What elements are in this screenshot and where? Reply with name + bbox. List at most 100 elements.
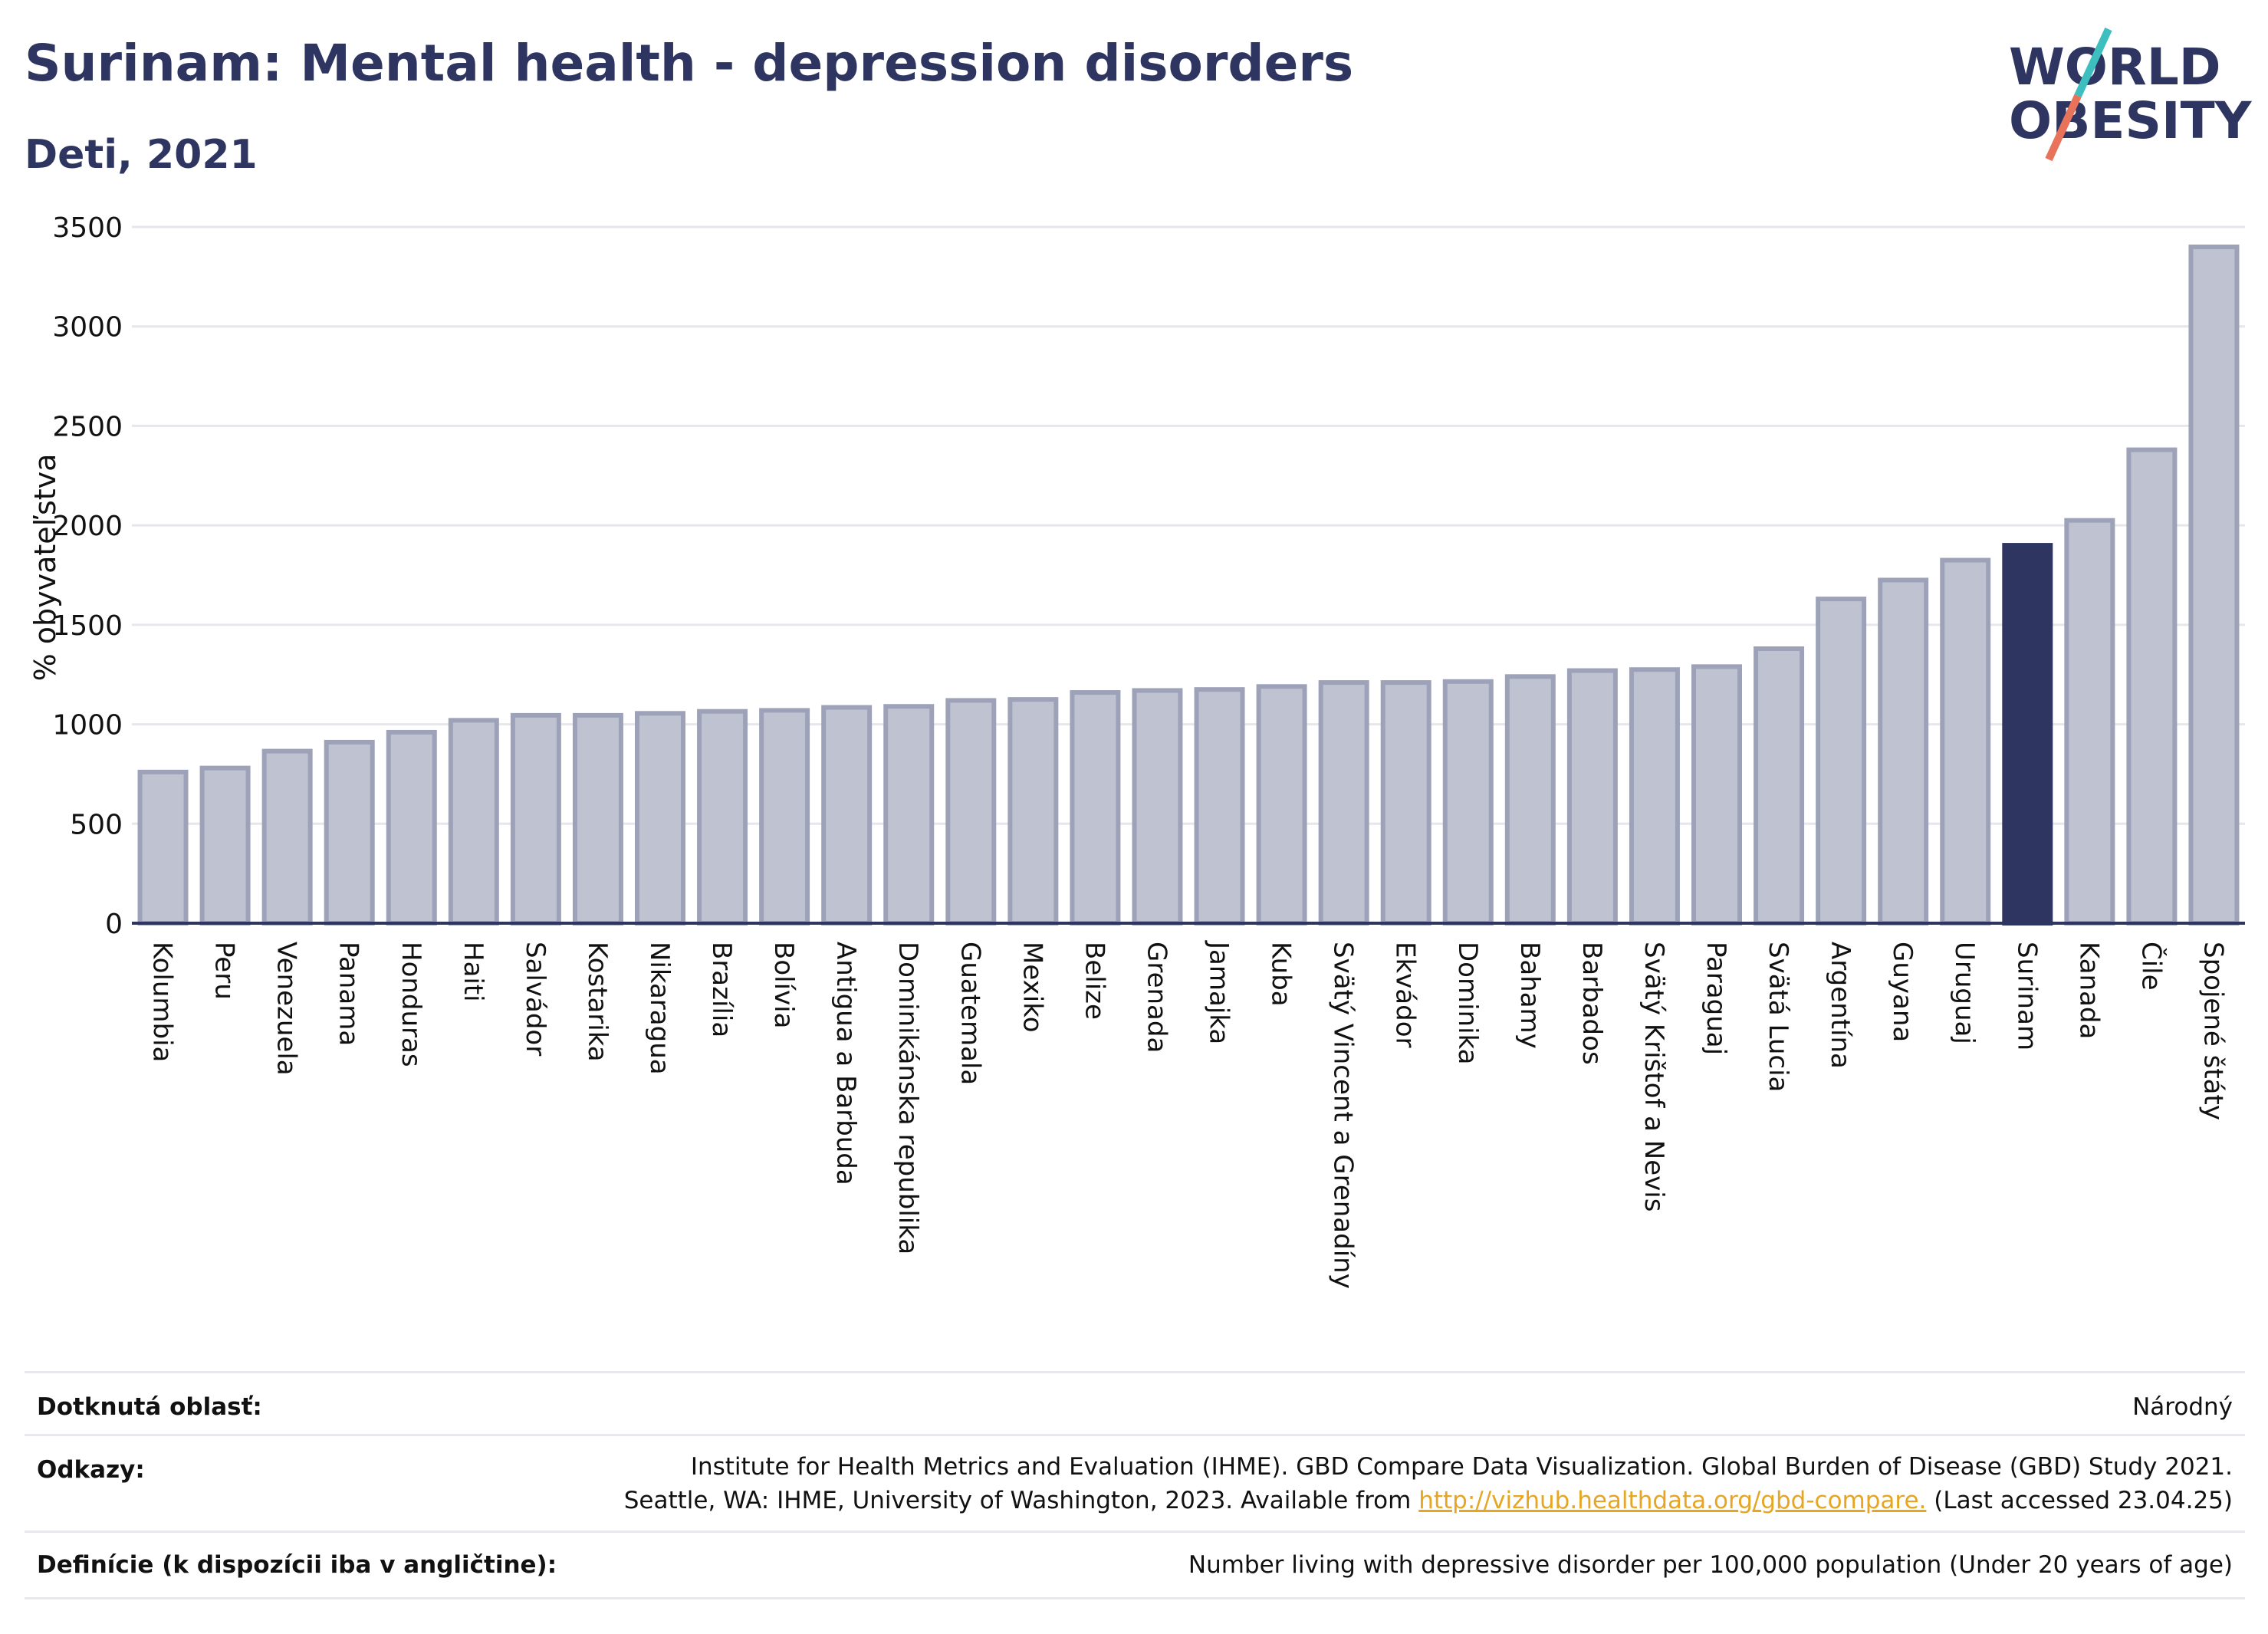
y-tick-label: 500 <box>70 809 123 840</box>
x-tick-label: Guatemala <box>955 942 985 1085</box>
references-line-2-suffix: (Last accessed 23.04.25) <box>1926 1487 2233 1514</box>
x-tick-label: Kuba <box>1266 942 1297 1007</box>
bar-chart: 0 500 1000 1500 2000 2500 3000 3500 Kolumbia Per… <box>28 212 2245 1289</box>
bar <box>386 729 437 925</box>
references-line-2: Seattle, WA: IHME, University of Washing… <box>624 1484 2233 1517</box>
x-tick-label: Mexiko <box>1017 942 1047 1033</box>
references-line-1: Institute for Health Metrics and Evaluat… <box>690 1453 2233 1481</box>
logo-text-obesity: OBESITY <box>2009 91 2253 150</box>
x-tick-label: Salvádor <box>520 942 551 1056</box>
world-obesity-logo: WORLD OBESITY <box>2009 27 2253 162</box>
x-tick-label: Peru <box>209 942 240 1000</box>
y-tick-label: 1000 <box>52 710 123 741</box>
x-tick-label: Kostarika <box>582 942 613 1062</box>
y-tick-label: 2000 <box>52 511 123 542</box>
bar <box>2064 518 2115 925</box>
bar <box>1380 680 1431 925</box>
bar <box>137 769 189 925</box>
bar <box>1940 557 1991 925</box>
bar <box>883 704 935 925</box>
bar <box>2002 543 2053 925</box>
bar <box>697 709 748 925</box>
bar <box>261 748 313 926</box>
bar <box>945 698 997 925</box>
x-tick-label: Grenada <box>1141 942 1172 1053</box>
x-tick-label: Venezuela <box>271 942 302 1076</box>
x-tick-label: Antigua a Barbuda <box>830 942 861 1185</box>
bar <box>1132 688 1183 925</box>
x-tick-label: Svätý Vincent a Grenadíny <box>1328 942 1359 1289</box>
definition-value: Number living with depressive disorder p… <box>1188 1551 2233 1579</box>
bar <box>448 718 499 926</box>
info-row-definition: Definície (k dispozícii iba v angličtine… <box>25 1530 2245 1599</box>
bar <box>572 712 623 925</box>
bar <box>821 705 873 926</box>
x-tick-label: Guyana <box>1887 942 1918 1042</box>
x-tick-label: Nikaragua <box>644 942 675 1075</box>
bar <box>2126 447 2178 925</box>
x-tick-label: Čile <box>2135 942 2167 991</box>
bar <box>1878 577 1929 925</box>
x-tick-label: Paraguaj <box>1701 942 1731 1055</box>
info-row-area: Dotknutá oblasť: Národný <box>25 1371 2245 1436</box>
bar <box>759 708 810 925</box>
bar <box>510 712 561 925</box>
x-tick-label: Ekvádor <box>1390 942 1421 1048</box>
x-tick-label: Surinam <box>2011 942 2042 1050</box>
bar <box>1070 690 1121 925</box>
bar <box>1256 684 1307 926</box>
bar <box>1442 679 1494 926</box>
references-label: Odkazy: <box>37 1456 145 1484</box>
bar <box>324 739 375 925</box>
x-axis-labels: Kolumbia Peru Venezuela Panama Honduras Haiti… <box>147 940 2229 1289</box>
area-value: Národný <box>2132 1393 2233 1421</box>
y-tick-label: 3000 <box>52 312 123 344</box>
y-axis-ticks: 0 500 1000 1500 2000 2500 3000 3500 <box>52 212 123 940</box>
area-label: Dotknutá oblasť: <box>37 1393 262 1421</box>
page-subtitle: Deti, 2021 <box>25 132 258 178</box>
bar <box>1816 597 1867 925</box>
x-tick-label: Bahamy <box>1514 942 1545 1049</box>
references-line-2-text: Seattle, WA: IHME, University of Washing… <box>623 1487 1419 1514</box>
bar <box>1691 664 1742 926</box>
x-tick-label: Svätý Krištof a Nevis <box>1639 942 1669 1212</box>
bar <box>2188 244 2240 925</box>
y-tick-label: 1500 <box>52 610 123 642</box>
references-link[interactable]: http://vizhub.healthdata.org/gbd-compare… <box>1418 1487 1927 1514</box>
x-tick-label: Panama <box>334 942 364 1046</box>
bar <box>1629 667 1680 925</box>
bar <box>1194 687 1245 926</box>
page-title: Surinam: Mental health - depression diso… <box>25 34 1354 93</box>
bar <box>1566 668 1618 925</box>
x-tick-label: Barbados <box>1576 942 1607 1065</box>
x-tick-label: Haiti <box>458 942 488 1002</box>
x-tick-label: Jamajka <box>1204 940 1234 1044</box>
x-tick-label: Spojené štáty <box>2197 942 2228 1120</box>
x-tick-label: Argentína <box>1825 942 1855 1069</box>
x-tick-label: Kanada <box>2073 942 2104 1039</box>
bar <box>1504 674 1556 926</box>
y-axis-label: % obyvateľstva <box>28 454 62 682</box>
bar <box>635 711 685 925</box>
x-tick-label: Brazília <box>706 942 737 1037</box>
x-tick-label: Kolumbia <box>147 942 178 1062</box>
bars <box>137 244 2240 926</box>
logo-text-world: WORLD <box>2009 38 2221 97</box>
x-tick-label: Svätá Lucia <box>1763 942 1793 1092</box>
bar <box>1318 680 1369 925</box>
x-tick-label: Honduras <box>396 942 426 1067</box>
x-tick-label: Bolívia <box>768 942 799 1028</box>
x-tick-label: Uruguaj <box>1949 942 1980 1044</box>
bar <box>1007 697 1059 926</box>
y-tick-label: 2500 <box>52 411 123 442</box>
definition-label: Definície (k dispozícii iba v angličtine… <box>37 1551 557 1579</box>
bar <box>1754 646 1805 925</box>
references-value: Institute for Health Metrics and Evaluat… <box>624 1450 2233 1517</box>
y-tick-label: 3500 <box>52 212 123 244</box>
bar <box>199 765 251 925</box>
x-tick-label: Dominika <box>1452 942 1483 1064</box>
x-tick-label: Belize <box>1079 942 1109 1020</box>
x-tick-label: Dominikánska republika <box>892 942 923 1254</box>
y-tick-label: 0 <box>105 909 123 940</box>
info-row-references: Odkazy: Institute for Health Metrics and… <box>25 1434 2245 1533</box>
